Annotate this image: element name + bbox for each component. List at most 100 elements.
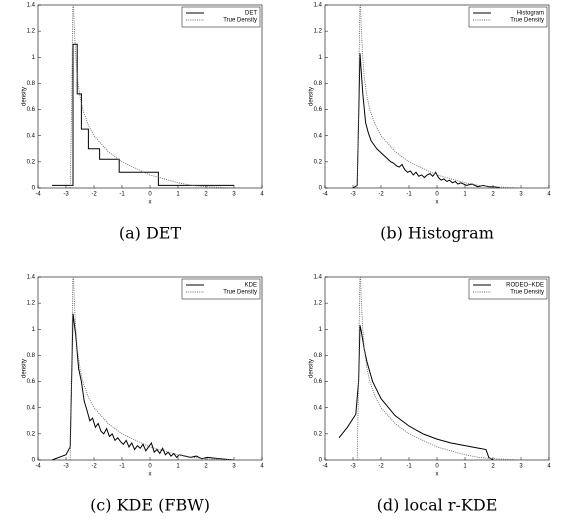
x-tick-label: 2 [204,192,208,198]
x-tick-label: 1 [176,464,180,470]
subplot: -4 -3 -2 -1 0 1 2 3 4 0 0.2 0.4 0.6 0.8 1 1.2 1.4 x densit… [309,275,552,515]
caption: (b) Histogram [380,224,494,243]
caption: (c) KDE (FBW) [90,496,210,515]
x-tick-label: 0 [435,192,439,198]
caption: (a) DET [119,224,182,243]
y-tick-label: 0.6 [314,107,323,113]
y-tick-label: 0 [319,186,323,192]
legend-box [468,6,548,28]
legend-label: True Density [223,18,257,24]
y-tick-label: 0.8 [27,81,36,87]
y-tick-label: 0.2 [314,159,323,165]
series-line [352,53,501,188]
y-tick-label: 1.2 [314,29,323,35]
x-axis-label: x [436,200,439,206]
series-line [356,5,522,188]
x-tick-label: -1 [119,192,125,198]
legend-box [468,278,548,300]
x-tick-label: 1 [463,192,467,198]
subplot: -4 -3 -2 -1 0 1 2 3 4 0 0.2 0.4 0.6 0.8 1 1.2 1.4 x densit… [22,275,265,515]
y-tick-label: 0.6 [27,107,36,113]
series-line [69,277,235,460]
y-tick-label: 1 [32,55,36,61]
x-tick-label: -1 [119,464,125,470]
series-line [52,43,234,186]
x-tick-label: 3 [519,192,523,198]
y-tick-label: 0.8 [314,353,323,359]
x-tick-label: -3 [63,192,69,198]
caption: (d) local r-KDE [377,496,498,515]
x-tick-label: -3 [350,464,356,470]
x-tick-label: -2 [91,464,97,470]
x-tick-label: 0 [148,192,152,198]
x-tick-label: 2 [491,192,495,198]
x-tick-label: -3 [350,192,356,198]
y-axis-label: density [309,87,315,106]
x-tick-label: 4 [260,464,264,470]
y-tick-label: 0 [32,186,36,192]
y-tick-label: 0.8 [27,353,36,359]
x-tick-label: 4 [547,192,551,198]
y-tick-label: 0.4 [27,405,36,411]
x-axis-label: x [149,200,152,206]
x-tick-label: 3 [519,464,523,470]
legend-label: KDE [245,283,257,289]
legend-box [181,278,261,300]
x-axis-label: x [436,472,439,478]
y-tick-label: 0.2 [27,159,36,165]
y-axis-label: density [22,87,28,106]
legend-label: True Density [510,18,544,24]
legend-box [181,6,261,28]
x-tick-label: 4 [260,192,264,198]
y-tick-label: 0 [319,458,323,464]
legend-label: Histogram [517,11,544,17]
y-tick-label: 1 [319,327,323,333]
y-axis-label: density [22,359,28,378]
x-tick-label: -1 [406,464,412,470]
y-tick-label: 1.4 [314,275,323,281]
legend-label: DET [245,11,257,17]
x-tick-label: -2 [378,464,384,470]
x-tick-label: 2 [204,464,208,470]
x-tick-label: 0 [148,464,152,470]
y-tick-label: 0.6 [314,379,323,385]
legend-label: True Density [510,290,544,296]
y-tick-label: 1 [32,327,36,333]
y-tick-label: 0.2 [314,431,323,437]
y-tick-label: 1.4 [27,275,36,281]
legend-label: True Density [223,290,257,296]
y-tick-label: 1.4 [27,3,36,9]
x-tick-label: -1 [406,192,412,198]
y-tick-label: 0.6 [27,379,36,385]
x-tick-label: -4 [35,192,41,198]
subplot: -4 -3 -2 -1 0 1 2 3 4 0 0.2 0.4 0.6 0.8 1 1.2 1.4 x densit… [309,3,552,243]
series-line [51,313,235,460]
y-axis-label: density [309,359,315,378]
y-tick-label: 1 [319,55,323,61]
y-tick-label: 0.2 [27,431,36,437]
series-line [356,277,522,460]
y-tick-label: 0.8 [314,81,323,87]
x-tick-label: -2 [378,192,384,198]
y-tick-label: 0.4 [314,133,323,139]
y-tick-label: 0.4 [27,133,36,139]
x-axis-label: x [149,472,152,478]
series-line [338,325,494,460]
x-tick-label: 2 [491,464,495,470]
x-tick-label: 3 [232,464,236,470]
x-tick-label: -4 [322,192,328,198]
axes-box [37,4,263,189]
x-tick-label: -2 [91,192,97,198]
y-tick-label: 1.2 [27,29,36,35]
y-tick-label: 0.4 [314,405,323,411]
subplot: -4 -3 -2 -1 0 1 2 3 4 0 0.2 0.4 0.6 0.8 1 1.2 1.4 x densit… [22,3,265,243]
x-tick-label: 3 [232,192,236,198]
legend-label: RODEO−KDE [506,283,544,289]
x-tick-label: -4 [35,464,41,470]
y-tick-label: 0 [32,458,36,464]
y-tick-label: 1.2 [27,301,36,307]
